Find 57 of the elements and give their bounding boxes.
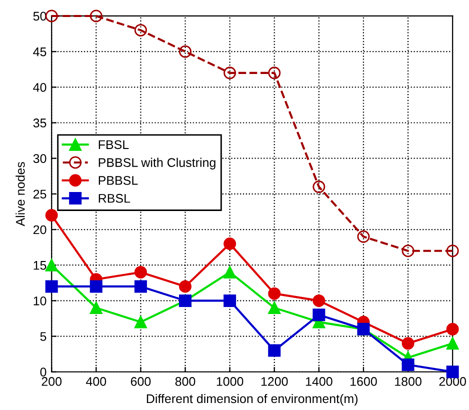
- point: [45, 10, 58, 22]
- legend-label: FBSL: [98, 140, 129, 150]
- point: [402, 358, 414, 372]
- point: [224, 294, 236, 307]
- legend-label: PBBSL with Clustring: [98, 158, 216, 170]
- x-tick-label: 1200: [261, 377, 288, 386]
- point: [224, 66, 236, 80]
- y-tick-label: 20: [33, 225, 46, 234]
- point: [45, 258, 58, 272]
- y-tick-label: 15: [34, 261, 46, 270]
- y-tick-label: 45: [33, 48, 46, 56]
- point: [446, 322, 459, 336]
- y-tick-label: 5: [40, 332, 46, 341]
- y-tick-label: 50: [33, 12, 46, 21]
- y-tick-label: 25: [33, 190, 46, 199]
- point: [134, 280, 147, 293]
- point: [268, 287, 281, 300]
- point: [90, 302, 102, 314]
- point: [179, 280, 192, 293]
- x-axis-title: Different dimension of environment(m): [146, 394, 358, 406]
- point: [224, 266, 236, 278]
- point: [134, 24, 147, 36]
- point: [402, 244, 414, 258]
- y-tick-label: 10: [34, 296, 46, 306]
- point: [357, 230, 370, 243]
- x-tick-label: 200: [42, 377, 62, 386]
- point: [268, 302, 281, 314]
- x-tick-label: 1800: [395, 377, 422, 386]
- point: [179, 45, 192, 58]
- point: [312, 308, 326, 322]
- point: [90, 280, 102, 293]
- point: [402, 337, 414, 350]
- point: [312, 294, 326, 307]
- y-axis-title: Alive nodes: [16, 162, 25, 226]
- point: [268, 344, 281, 357]
- y-tick-label: 40: [33, 82, 46, 92]
- point: [446, 337, 459, 350]
- point: [45, 209, 58, 222]
- legend-label: PBBSL: [98, 176, 138, 185]
- x-tick-label: 800: [175, 377, 196, 386]
- x-tick-label: 400: [86, 377, 106, 386]
- point: [224, 238, 236, 250]
- x-tick-label: 1600: [350, 377, 377, 386]
- point: [45, 280, 58, 293]
- x-tick-label: 600: [130, 377, 151, 386]
- y-tick-label: 35: [33, 118, 46, 128]
- point: [268, 66, 281, 80]
- legend-label: RBSL: [98, 194, 130, 203]
- point: [312, 180, 326, 194]
- point: [134, 266, 147, 278]
- point: [446, 244, 459, 258]
- x-tick-label: 1400: [306, 377, 332, 386]
- point: [134, 316, 147, 328]
- y-tick-label: 0: [40, 368, 46, 377]
- y-tick-label: 30: [33, 154, 46, 163]
- x-tick-label: 1000: [216, 377, 244, 386]
- point: [90, 10, 102, 22]
